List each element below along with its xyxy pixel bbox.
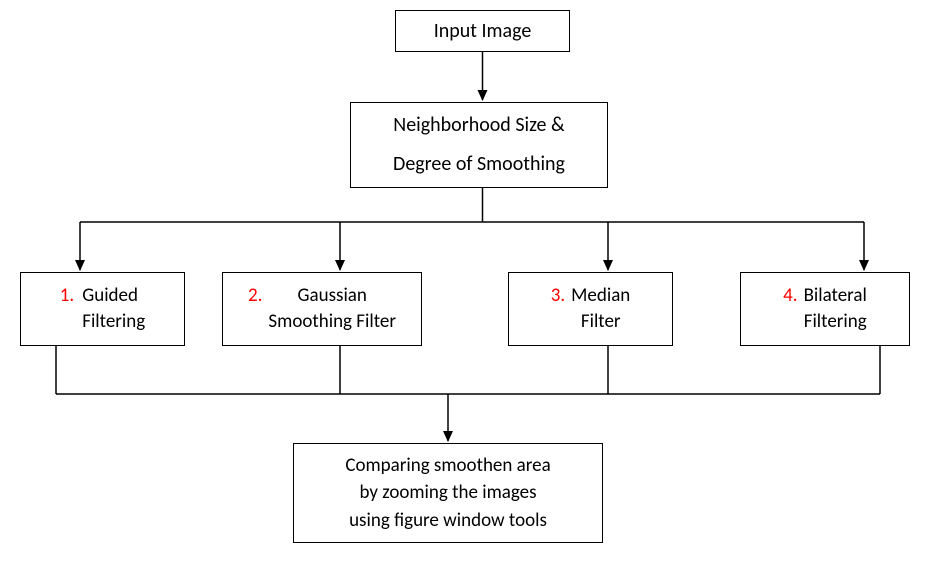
filter-3-row: 3. Median Filter [551,283,631,334]
filter-4-line1: Bilateral [804,283,867,309]
node-neighborhood-line2: Degree of Smoothing [393,150,565,179]
filter-3-line2: Filter [581,309,621,335]
filter-2-line1: Gaussian [298,283,367,309]
filter-4-number: 4. [783,283,797,309]
node-compare-line1: Comparing smoothen area [345,452,550,480]
node-compare: Comparing smoothen area by zooming the i… [293,443,603,543]
filter-4-row: 4. Bilateral Filtering [783,283,867,334]
node-filter-4: 4. Bilateral Filtering [740,272,910,346]
filter-4-line2: Filtering [804,309,867,335]
node-neighborhood-line1: Neighborhood Size & [393,111,564,140]
node-input-label: Input Image [434,17,532,46]
filter-2-number: 2. [248,283,262,309]
filter-2-row: 2. Gaussian Smoothing Filter [248,283,396,334]
filter-1-line2: Filtering [82,309,145,335]
filter-1-line1: Guided [82,283,138,309]
filter-3-text: Median Filter [571,283,630,334]
node-compare-line3: using figure window tools [349,507,547,535]
node-filter-2: 2. Gaussian Smoothing Filter [222,272,422,346]
filter-3-line1: Median [571,283,630,309]
filter-2-line2: Smoothing Filter [268,309,396,335]
node-compare-line2: by zooming the images [359,479,536,507]
filter-3-number: 3. [551,283,565,309]
node-filter-3: 3. Median Filter [508,272,673,346]
filter-4-text: Bilateral Filtering [804,283,867,334]
filter-1-number: 1. [60,283,74,309]
node-filter-1: 1. Guided Filtering [20,272,185,346]
filter-1-text: Guided Filtering [82,283,145,334]
filter-2-text: Gaussian Smoothing Filter [268,283,396,334]
filter-1-row: 1. Guided Filtering [60,283,145,334]
node-neighborhood: Neighborhood Size & Degree of Smoothing [350,102,608,188]
node-input: Input Image [395,10,570,52]
